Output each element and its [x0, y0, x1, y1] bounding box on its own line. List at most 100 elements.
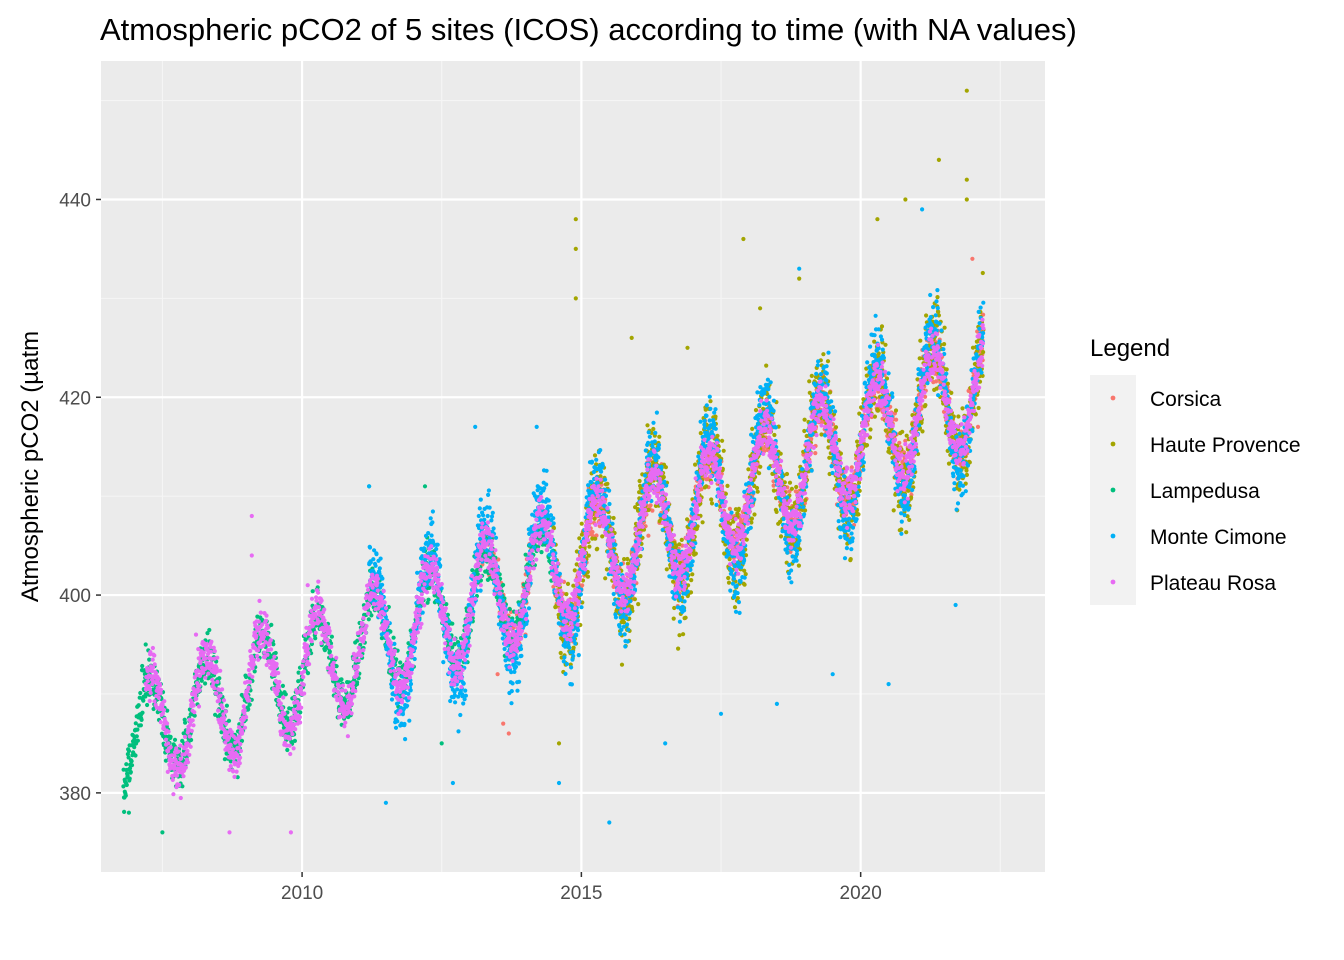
- point-haute-provence: [735, 596, 740, 601]
- point-lampedusa: [224, 703, 229, 708]
- point-lampedusa: [129, 759, 134, 764]
- point-corsica: [923, 394, 928, 399]
- point-lampedusa: [135, 738, 140, 743]
- point-corsica: [934, 379, 939, 384]
- point-haute-provence: [736, 506, 742, 511]
- point-haute-provence: [883, 342, 888, 347]
- point-haute-provence: [861, 397, 866, 402]
- point-haute-provence: [758, 306, 763, 311]
- point-haute-provence: [726, 580, 732, 585]
- point-haute-provence: [754, 485, 760, 491]
- point-haute-provence: [797, 276, 802, 281]
- point-lampedusa: [285, 747, 290, 753]
- point-haute-provence: [964, 88, 969, 93]
- point-lampedusa: [273, 650, 278, 656]
- point-lampedusa: [135, 727, 140, 732]
- point-haute-provence: [837, 438, 842, 443]
- point-corsica: [809, 436, 814, 441]
- point-lampedusa: [450, 645, 455, 650]
- point-corsica: [894, 417, 899, 422]
- point-lampedusa: [280, 683, 285, 689]
- point-haute-provence: [709, 497, 714, 502]
- point-haute-provence: [564, 592, 569, 597]
- point-haute-provence: [636, 602, 641, 607]
- point-haute-provence: [632, 597, 638, 602]
- point-haute-provence: [672, 605, 677, 611]
- point-haute-provence: [981, 350, 986, 355]
- point-haute-provence: [980, 373, 985, 378]
- point-haute-provence: [915, 377, 920, 382]
- point-haute-provence: [592, 453, 598, 458]
- point-lampedusa: [123, 793, 128, 798]
- point-haute-provence: [574, 549, 580, 554]
- point-haute-provence: [833, 425, 839, 430]
- point-haute-provence: [688, 590, 694, 595]
- point-corsica: [650, 508, 655, 513]
- point-haute-provence: [946, 461, 952, 466]
- point-corsica: [646, 533, 651, 538]
- point-haute-provence: [956, 414, 961, 419]
- point-haute-provence: [753, 408, 759, 413]
- point-haute-provence: [577, 536, 582, 541]
- point-haute-provence: [923, 403, 928, 408]
- point-haute-provence: [856, 512, 861, 517]
- point-lampedusa: [132, 745, 137, 750]
- point-lampedusa: [138, 690, 143, 696]
- point-haute-provence: [827, 455, 832, 460]
- point-haute-provence: [807, 390, 812, 395]
- point-haute-provence: [804, 433, 809, 439]
- point-lampedusa: [140, 663, 145, 669]
- point-haute-provence: [713, 414, 718, 419]
- point-haute-provence: [725, 483, 730, 488]
- point-haute-provence: [657, 434, 662, 439]
- point-haute-provence: [778, 451, 783, 456]
- point-haute-provence: [646, 507, 651, 513]
- point-haute-provence: [600, 534, 605, 539]
- point-lampedusa: [244, 674, 249, 680]
- point-haute-provence: [784, 471, 790, 477]
- point-haute-provence: [809, 373, 814, 378]
- point-lampedusa: [134, 734, 139, 739]
- point-haute-provence: [657, 519, 662, 524]
- point-lampedusa: [124, 782, 129, 788]
- point-haute-provence: [681, 632, 686, 637]
- point-haute-provence: [676, 646, 681, 651]
- point-haute-provence: [556, 741, 562, 746]
- point-haute-provence: [945, 381, 951, 386]
- point-haute-provence: [907, 517, 912, 523]
- point-haute-provence: [935, 295, 940, 300]
- point-lampedusa: [180, 784, 185, 789]
- point-haute-provence: [604, 567, 610, 572]
- point-haute-provence: [758, 464, 763, 469]
- point-lampedusa: [133, 721, 138, 726]
- point-haute-provence: [709, 501, 715, 506]
- point-haute-provence: [964, 468, 969, 473]
- point-haute-provence: [749, 520, 754, 525]
- point-corsica: [590, 529, 595, 535]
- point-haute-provence: [679, 537, 684, 543]
- point-haute-provence: [727, 557, 732, 562]
- point-lampedusa: [235, 775, 240, 780]
- point-lampedusa: [292, 738, 297, 744]
- point-haute-provence: [744, 537, 749, 542]
- point-haute-provence: [802, 428, 807, 434]
- point-haute-provence: [572, 568, 577, 573]
- point-haute-provence: [598, 474, 603, 479]
- point-lampedusa: [141, 698, 146, 703]
- point-lampedusa: [136, 703, 141, 708]
- point-haute-provence: [857, 480, 862, 485]
- point-haute-provence: [761, 406, 766, 411]
- data-points: [121, 88, 986, 835]
- point-lampedusa: [129, 763, 135, 768]
- point-haute-provence: [741, 236, 746, 242]
- point-lampedusa: [226, 718, 232, 723]
- point-haute-provence: [757, 471, 762, 476]
- point-lampedusa: [219, 730, 224, 735]
- point-lampedusa: [145, 702, 150, 708]
- point-haute-provence: [698, 431, 703, 436]
- point-haute-provence: [585, 569, 590, 575]
- point-haute-provence: [872, 339, 877, 344]
- point-haute-provence: [708, 399, 713, 404]
- point-corsica: [506, 731, 511, 736]
- point-haute-provence: [721, 448, 726, 453]
